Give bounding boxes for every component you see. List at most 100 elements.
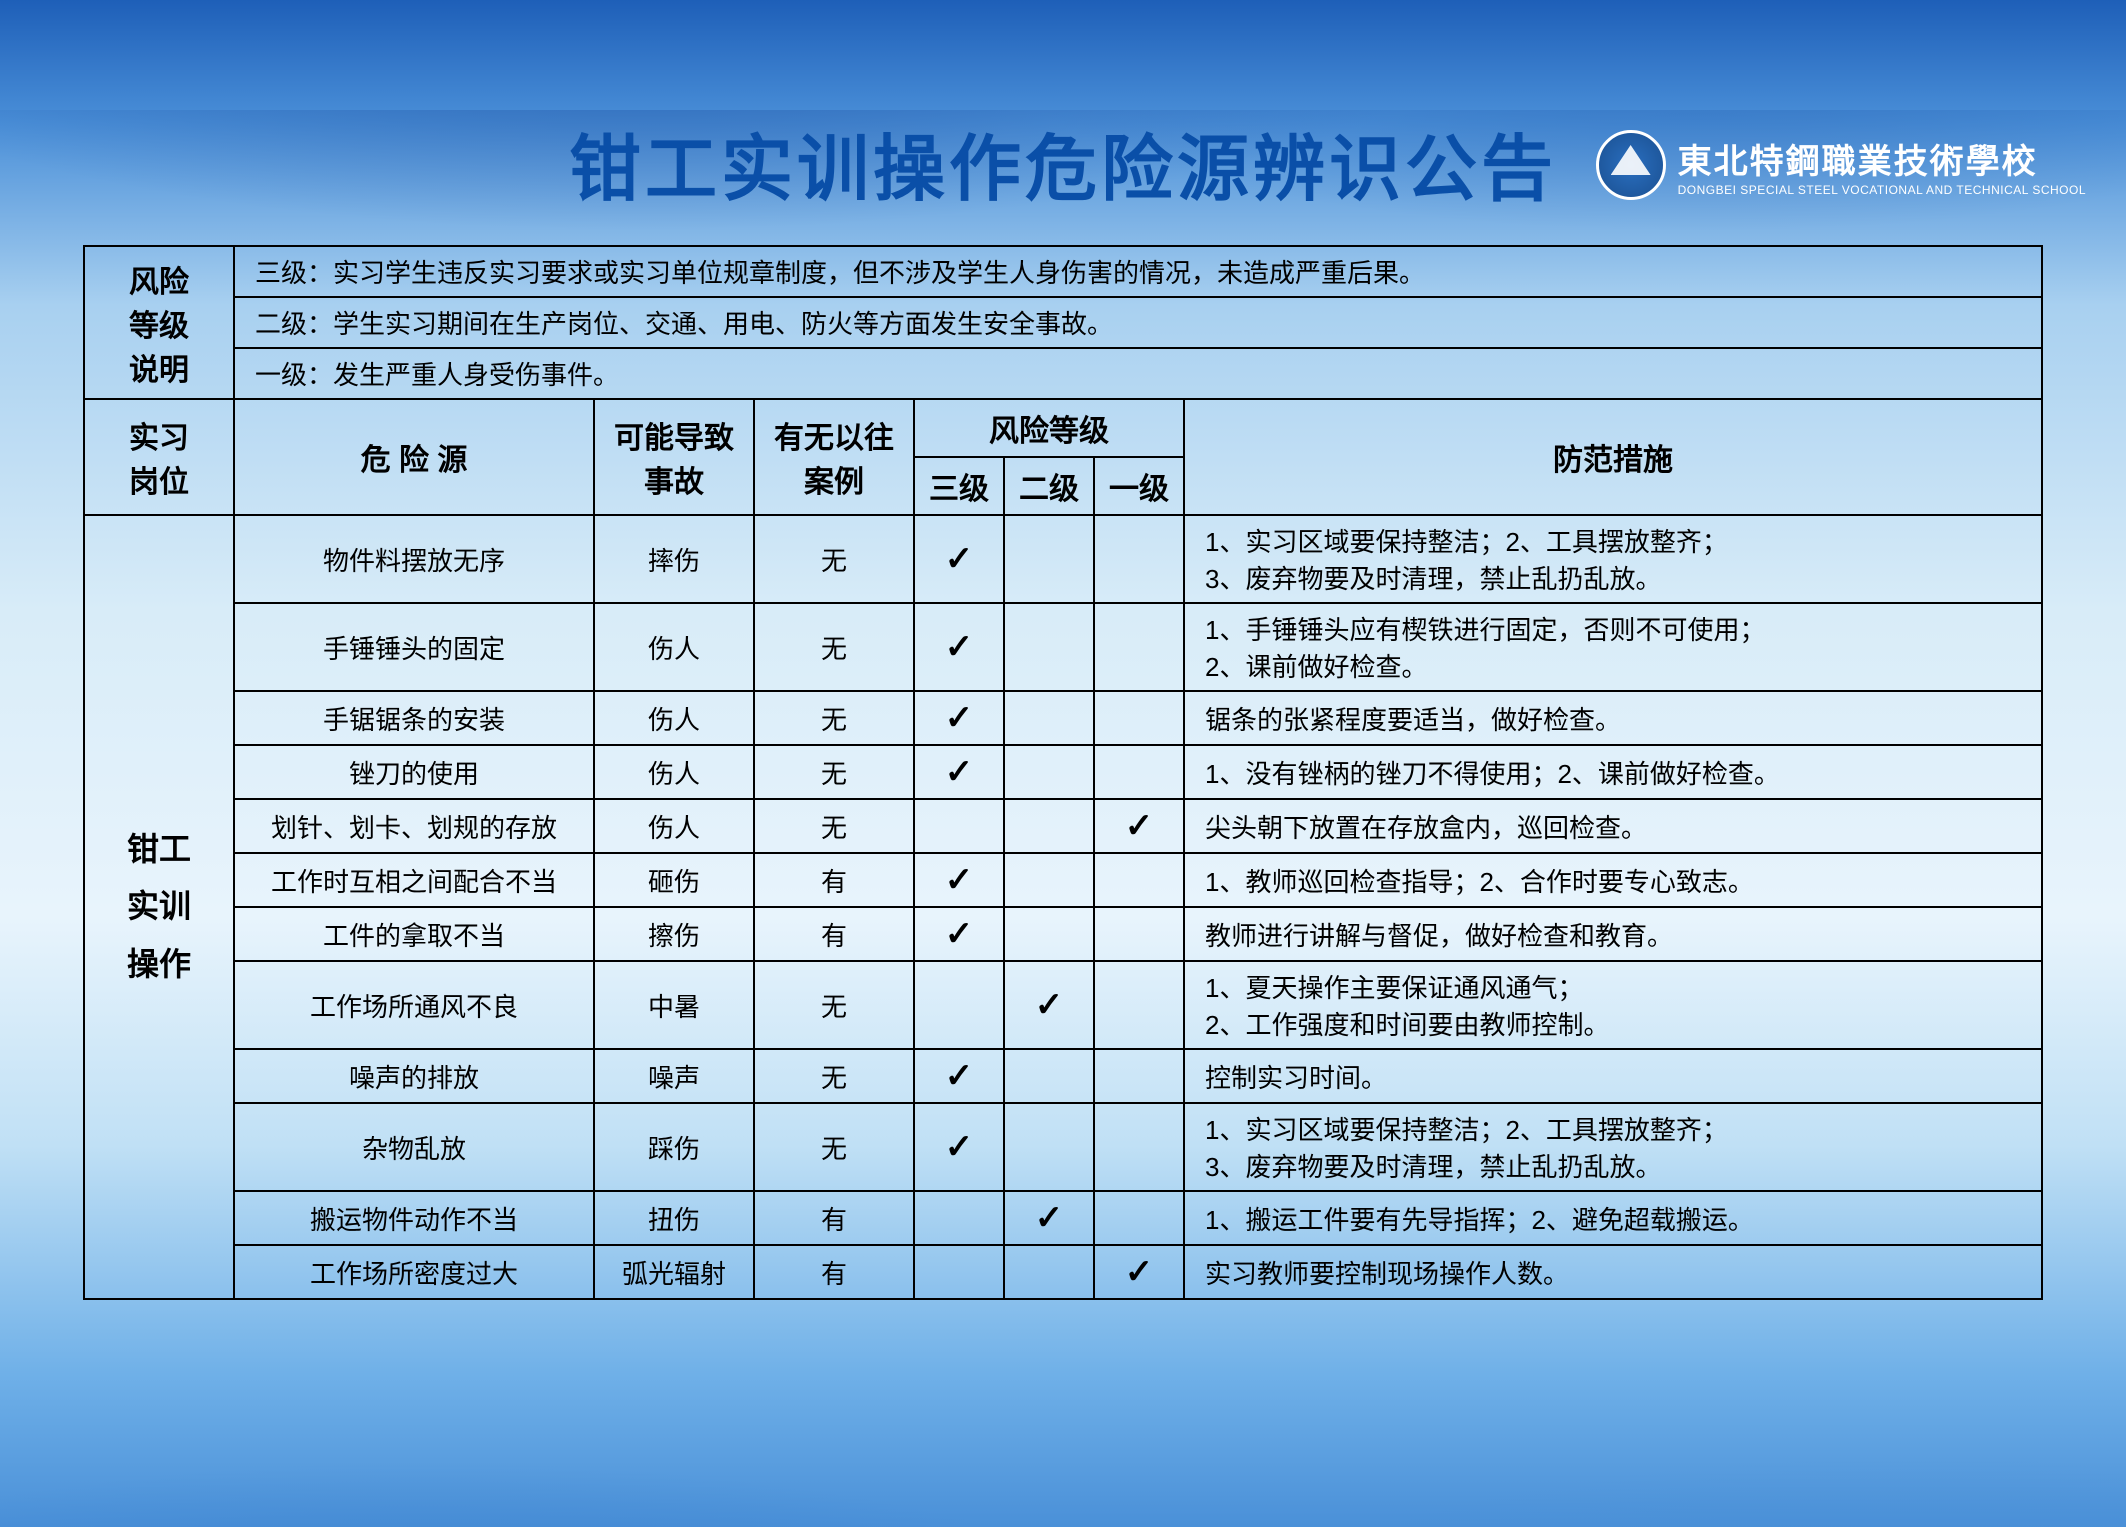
hazard-row: 手锯锯条的安装伤人无✓锯条的张紧程度要适当，做好检查。 bbox=[84, 691, 2042, 745]
case-cell: 无 bbox=[754, 691, 914, 745]
hazard-row: 搬运物件动作不当扭伤有 ✓ 1、搬运工件要有先导指挥；2、避免超载搬运。 bbox=[84, 1191, 2042, 1245]
col-case: 有无以往案例 bbox=[754, 399, 914, 515]
case-cell: 无 bbox=[754, 1103, 914, 1191]
risk-check-1: ✓ bbox=[1094, 1245, 1184, 1299]
risk-check-2 bbox=[1004, 1049, 1094, 1103]
hazard-cell: 物件料摆放无序 bbox=[234, 515, 594, 603]
col-measure: 防范措施 bbox=[1184, 399, 2042, 515]
case-cell: 无 bbox=[754, 961, 914, 1049]
hazard-row: 工件的拿取不当擦伤有✓教师进行讲解与督促，做好检查和教育。 bbox=[84, 907, 2042, 961]
risk-check-3: ✓ bbox=[914, 907, 1004, 961]
hazard-cell: 搬运物件动作不当 bbox=[234, 1191, 594, 1245]
risk-check-3 bbox=[914, 961, 1004, 1049]
page-title: 钳工实训操作危险源辨识公告 bbox=[0, 110, 2126, 215]
hazard-row: 杂物乱放踩伤无✓1、实习区域要保持整洁；2、工具摆放整齐；3、废弃物要及时清理，… bbox=[84, 1103, 2042, 1191]
accident-cell: 扭伤 bbox=[594, 1191, 754, 1245]
risk-check-1 bbox=[1094, 907, 1184, 961]
risk-check-1 bbox=[1094, 853, 1184, 907]
accident-cell: 伤人 bbox=[594, 799, 754, 853]
risk-check-2 bbox=[1004, 1245, 1094, 1299]
risk-check-2 bbox=[1004, 745, 1094, 799]
hazard-row: 噪声的排放噪声无✓控制实习时间。 bbox=[84, 1049, 2042, 1103]
case-cell: 有 bbox=[754, 1191, 914, 1245]
risk-check-2 bbox=[1004, 1103, 1094, 1191]
hazard-row: 工作场所密度过大弧光辐射有✓实习教师要控制现场操作人数。 bbox=[84, 1245, 2042, 1299]
hazard-cell: 手锯锯条的安装 bbox=[234, 691, 594, 745]
risk-check-3: ✓ bbox=[914, 853, 1004, 907]
case-cell: 无 bbox=[754, 603, 914, 691]
risk-check-3: ✓ bbox=[914, 691, 1004, 745]
risk-check-1 bbox=[1094, 691, 1184, 745]
col-post: 实习岗位 bbox=[84, 399, 234, 515]
risk-check-2: ✓ bbox=[1004, 961, 1094, 1049]
hazard-row: 划针、划卡、划规的存放伤人无✓尖头朝下放置在存放盒内，巡回检查。 bbox=[84, 799, 2042, 853]
risk-check-2 bbox=[1004, 603, 1094, 691]
risk-check-2 bbox=[1004, 907, 1094, 961]
accident-cell: 噪声 bbox=[594, 1049, 754, 1103]
risk-check-3: ✓ bbox=[914, 1103, 1004, 1191]
accident-cell: 砸伤 bbox=[594, 853, 754, 907]
risk-level-1-desc: 一级：发生严重人身受伤事件。 bbox=[234, 348, 2042, 399]
accident-cell: 伤人 bbox=[594, 745, 754, 799]
risk-check-2: ✓ bbox=[1004, 1191, 1094, 1245]
risk-check-2 bbox=[1004, 691, 1094, 745]
col-lvl1: 一级 bbox=[1094, 457, 1184, 515]
risk-check-3: ✓ bbox=[914, 745, 1004, 799]
measure-cell: 1、手锤锤头应有楔铁进行固定，否则不可使用；2、课前做好检查。 bbox=[1184, 603, 2042, 691]
measure-cell: 1、没有锉柄的锉刀不得使用；2、课前做好检查。 bbox=[1184, 745, 2042, 799]
hazard-row: 手锤锤头的固定伤人无✓1、手锤锤头应有楔铁进行固定，否则不可使用；2、课前做好检… bbox=[84, 603, 2042, 691]
accident-cell: 弧光辐射 bbox=[594, 1245, 754, 1299]
measure-cell: 1、实习区域要保持整洁；2、工具摆放整齐；3、废弃物要及时清理，禁止乱扔乱放。 bbox=[1184, 515, 2042, 603]
post-label: 钳工实训操作 bbox=[84, 515, 234, 1299]
case-cell: 有 bbox=[754, 1245, 914, 1299]
risk-check-1 bbox=[1094, 603, 1184, 691]
col-lvl2: 二级 bbox=[1004, 457, 1094, 515]
risk-check-1 bbox=[1094, 515, 1184, 603]
risk-check-3 bbox=[914, 1245, 1004, 1299]
risk-check-1 bbox=[1094, 1049, 1184, 1103]
measure-cell: 教师进行讲解与督促，做好检查和教育。 bbox=[1184, 907, 2042, 961]
risk-check-3 bbox=[914, 799, 1004, 853]
col-lvl3: 三级 bbox=[914, 457, 1004, 515]
col-risk-group: 风险等级 bbox=[914, 399, 1184, 457]
accident-cell: 擦伤 bbox=[594, 907, 754, 961]
case-cell: 有 bbox=[754, 853, 914, 907]
risk-check-3 bbox=[914, 1191, 1004, 1245]
case-cell: 无 bbox=[754, 515, 914, 603]
hazard-row: 钳工实训操作物件料摆放无序摔伤无✓1、实习区域要保持整洁；2、工具摆放整齐；3、… bbox=[84, 515, 2042, 603]
hazard-row: 锉刀的使用伤人无✓ 1、没有锉柄的锉刀不得使用；2、课前做好检查。 bbox=[84, 745, 2042, 799]
risk-check-1 bbox=[1094, 961, 1184, 1049]
risk-check-2 bbox=[1004, 515, 1094, 603]
measure-cell: 1、搬运工件要有先导指挥；2、避免超载搬运。 bbox=[1184, 1191, 2042, 1245]
accident-cell: 摔伤 bbox=[594, 515, 754, 603]
hazard-cell: 手锤锤头的固定 bbox=[234, 603, 594, 691]
risk-check-1: ✓ bbox=[1094, 799, 1184, 853]
col-hazard: 危 险 源 bbox=[234, 399, 594, 515]
risk-check-3: ✓ bbox=[914, 1049, 1004, 1103]
risk-check-2 bbox=[1004, 853, 1094, 907]
hazard-cell: 工作场所通风不良 bbox=[234, 961, 594, 1049]
hazard-cell: 噪声的排放 bbox=[234, 1049, 594, 1103]
hazard-row: 工作场所通风不良中暑无✓1、夏天操作主要保证通风通气；2、工作强度和时间要由教师… bbox=[84, 961, 2042, 1049]
hazard-cell: 锉刀的使用 bbox=[234, 745, 594, 799]
risk-check-1 bbox=[1094, 1191, 1184, 1245]
risk-check-1 bbox=[1094, 1103, 1184, 1191]
case-cell: 无 bbox=[754, 799, 914, 853]
case-cell: 无 bbox=[754, 745, 914, 799]
risk-level-header: 风险等级说明 bbox=[84, 246, 234, 399]
case-cell: 无 bbox=[754, 1049, 914, 1103]
risk-level-3-desc: 三级：实习学生违反实习要求或实习单位规章制度，但不涉及学生人身伤害的情况，未造成… bbox=[234, 246, 2042, 297]
hazard-cell: 杂物乱放 bbox=[234, 1103, 594, 1191]
hazard-table: 风险等级说明三级：实习学生违反实习要求或实习单位规章制度，但不涉及学生人身伤害的… bbox=[83, 245, 2043, 1300]
risk-check-3: ✓ bbox=[914, 515, 1004, 603]
accident-cell: 踩伤 bbox=[594, 1103, 754, 1191]
measure-cell: 尖头朝下放置在存放盒内，巡回检查。 bbox=[1184, 799, 2042, 853]
measure-cell: 实习教师要控制现场操作人数。 bbox=[1184, 1245, 2042, 1299]
risk-check-2 bbox=[1004, 799, 1094, 853]
measure-cell: 1、教师巡回检查指导；2、合作时要专心致志。 bbox=[1184, 853, 2042, 907]
hazard-row: 工作时互相之间配合不当砸伤有✓ 1、教师巡回检查指导；2、合作时要专心致志。 bbox=[84, 853, 2042, 907]
hazard-cell: 工作时互相之间配合不当 bbox=[234, 853, 594, 907]
measure-cell: 1、夏天操作主要保证通风通气；2、工作强度和时间要由教师控制。 bbox=[1184, 961, 2042, 1049]
risk-check-3: ✓ bbox=[914, 603, 1004, 691]
col-accident: 可能导致事故 bbox=[594, 399, 754, 515]
